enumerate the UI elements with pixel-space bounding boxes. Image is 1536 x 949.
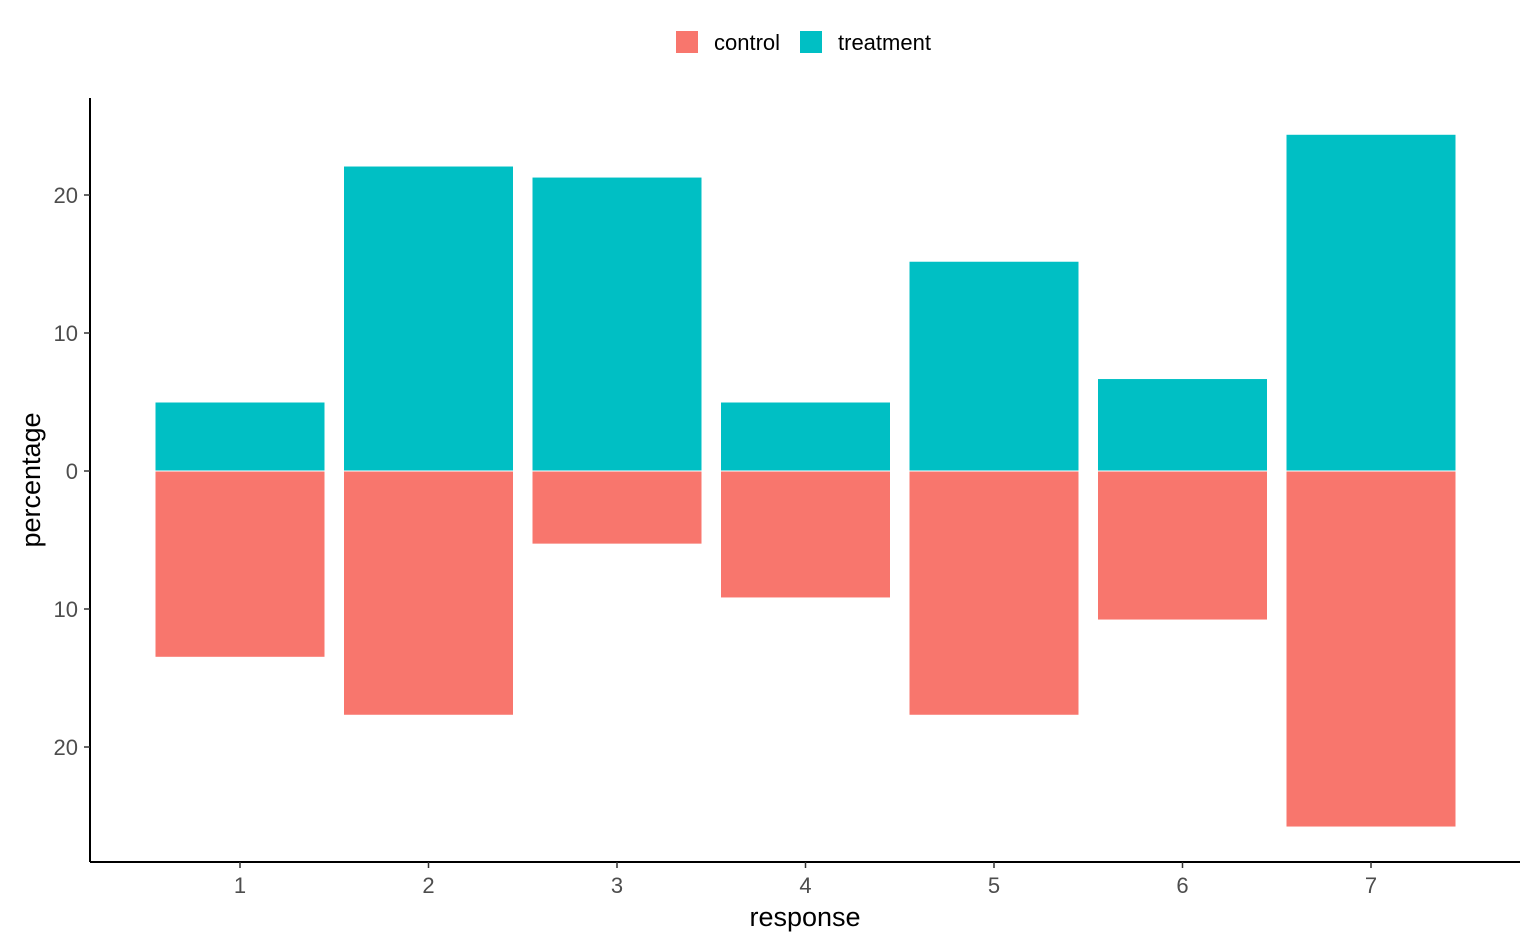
bar-control-4 xyxy=(720,470,891,599)
legend-key-treatment xyxy=(800,31,822,53)
axes: 20 10 0 10 20 1 2 3 4 5 6 7 xyxy=(54,98,1520,898)
y-tick-label: 20 xyxy=(54,735,78,760)
x-tick-label: 3 xyxy=(611,873,623,898)
x-tick-label: 5 xyxy=(988,873,1000,898)
x-tick-label: 4 xyxy=(799,873,811,898)
bar-treatment-6 xyxy=(1097,378,1268,472)
legend-key-control xyxy=(676,31,698,53)
bar-treatment-2 xyxy=(343,165,514,472)
x-tick-label: 7 xyxy=(1365,873,1377,898)
bar-treatment-5 xyxy=(908,260,1080,472)
bar-treatment-3 xyxy=(531,176,703,472)
x-axis-title: response xyxy=(749,902,860,932)
bar-control-5 xyxy=(908,470,1080,716)
x-tick-label: 6 xyxy=(1176,873,1188,898)
bar-control-3 xyxy=(531,470,703,545)
legend-label-control: control xyxy=(714,30,780,55)
bar-control-2 xyxy=(343,470,514,716)
bar-treatment-7 xyxy=(1285,133,1457,472)
x-tick-label: 2 xyxy=(422,873,434,898)
bar-treatment-4 xyxy=(720,401,891,472)
bars xyxy=(154,133,1457,828)
y-tick-label: 10 xyxy=(54,321,78,346)
y-axis-title: percentage xyxy=(16,412,46,547)
x-tick-label: 1 xyxy=(234,873,246,898)
legend: control treatment xyxy=(676,30,931,55)
bar-control-6 xyxy=(1097,470,1268,621)
legend-label-treatment: treatment xyxy=(838,30,931,55)
bar-control-7 xyxy=(1285,470,1457,828)
y-tick-label: 0 xyxy=(66,459,78,484)
y-tick-label: 20 xyxy=(54,183,78,208)
bar-control-1 xyxy=(154,470,326,658)
bar-treatment-1 xyxy=(154,401,326,472)
y-tick-label: 10 xyxy=(54,597,78,622)
